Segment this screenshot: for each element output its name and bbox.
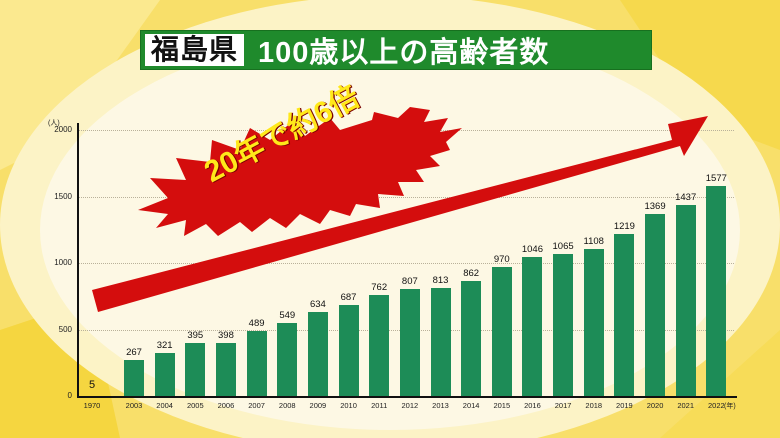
x-axis-unit: (年) <box>724 403 736 410</box>
bar-value-label: 1108 <box>583 235 604 247</box>
bar-2018 <box>583 248 604 396</box>
title-prefecture: 福島県 <box>145 34 245 66</box>
bar-value-label: 267 <box>126 347 142 359</box>
bar-2003 <box>124 360 144 396</box>
x-axis-line <box>77 396 737 398</box>
bar-value-label: 1437 <box>675 191 697 203</box>
x-tick-label: 2020 <box>646 401 664 410</box>
bar-2004 <box>154 353 175 396</box>
bar-2014 <box>461 281 482 396</box>
bar-2013 <box>430 287 451 396</box>
y-tick-label: 1000 <box>54 258 72 267</box>
x-tick-label: 2015 <box>493 401 511 410</box>
y-tick-label: 1500 <box>54 191 72 201</box>
x-tick-label: 2016 <box>524 401 541 410</box>
bar-2009 <box>307 311 328 396</box>
bar-value-label: 634 <box>309 298 326 310</box>
y-axis-unit: (人) <box>48 120 60 127</box>
bar-value-label: 5 <box>88 379 96 392</box>
bar-value-label: 807 <box>401 275 418 287</box>
bar-2020 <box>645 213 666 396</box>
bar-2017 <box>553 254 574 396</box>
x-tick-label: 2013 <box>432 401 449 410</box>
bar-value-label: 762 <box>371 281 388 293</box>
bar-value-label: 687 <box>340 291 357 303</box>
x-tick-label: 2007 <box>248 401 265 410</box>
bar-value-label: 813 <box>432 274 449 286</box>
bar-2012 <box>399 288 420 396</box>
bar-2016 <box>522 256 543 396</box>
x-tick-label: 2008 <box>278 401 296 410</box>
bar-value-label: 321 <box>156 340 173 352</box>
bar-2019 <box>614 233 635 396</box>
bar-value-label: 1577 <box>705 173 727 185</box>
y-axis-line <box>77 123 79 397</box>
x-tick-label: 2012 <box>401 401 419 410</box>
x-tick-label: 2021 <box>677 401 695 410</box>
bar-value-label: 1065 <box>552 241 574 253</box>
bar-2007 <box>246 330 267 396</box>
bar-2008 <box>277 322 298 396</box>
y-tick-label: 0 <box>67 391 72 400</box>
bar-value-label: 1219 <box>613 220 635 232</box>
x-tick-label: 2006 <box>217 401 235 410</box>
bar-value-label: 489 <box>248 317 265 329</box>
chart-title-banner: 福島県 100歳以上の高齢者数 <box>140 30 652 70</box>
x-tick-label: 2019 <box>616 401 633 410</box>
bar-value-label: 862 <box>463 268 480 280</box>
x-tick-label: 2017 <box>554 401 572 410</box>
x-tick-label: 1970 <box>83 401 101 410</box>
x-tick-label: 2004 <box>156 401 173 410</box>
bar-2011 <box>369 294 390 396</box>
x-tick-label: 2018 <box>585 401 603 410</box>
y-tick-label: 2000 <box>54 125 72 134</box>
x-tick-label: 2010 <box>340 401 357 410</box>
title-main: 100歳以上の高齢者数 <box>258 37 550 69</box>
bar-value-label: 1046 <box>521 243 543 255</box>
bar-value-label: 395 <box>187 330 204 342</box>
gridline <box>79 196 734 198</box>
bar-2015 <box>491 266 512 396</box>
x-tick-label: 2009 <box>309 401 327 410</box>
bar-2010 <box>338 304 359 396</box>
x-tick-label: 2011 <box>371 401 388 410</box>
y-tick-label: 500 <box>58 324 72 334</box>
x-tick-label: 2014 <box>462 401 480 410</box>
x-tick-label: 2003 <box>125 401 143 410</box>
x-tick-label: 2005 <box>186 401 204 410</box>
bar-value-label: 1369 <box>644 200 666 212</box>
x-tick-label: 2022 <box>708 401 725 410</box>
bar-value-label: 970 <box>493 253 510 265</box>
bar-2021 <box>675 204 696 396</box>
gridline <box>79 263 734 264</box>
bar-value-label: 549 <box>279 309 296 321</box>
bar-2006 <box>215 343 236 396</box>
bar-value-label: 398 <box>218 330 234 342</box>
bar-2005 <box>185 343 206 396</box>
bar-2022 <box>706 186 727 396</box>
